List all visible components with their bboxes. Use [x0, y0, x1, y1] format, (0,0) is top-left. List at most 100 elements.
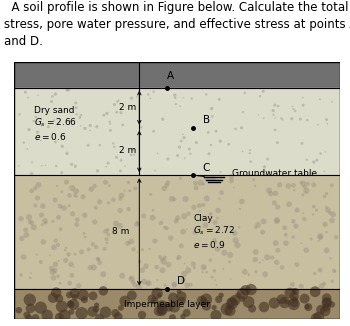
- Point: [321, 281, 327, 286]
- Point: [290, 104, 295, 109]
- Point: [273, 191, 278, 196]
- Point: [173, 95, 178, 100]
- Point: [303, 189, 308, 195]
- Point: [274, 260, 279, 265]
- Point: [57, 281, 63, 286]
- Point: [228, 252, 233, 258]
- Point: [186, 211, 191, 216]
- Point: [119, 273, 125, 278]
- Point: [57, 204, 63, 209]
- Point: [26, 127, 32, 132]
- Point: [131, 147, 136, 152]
- Point: [102, 246, 107, 251]
- Point: [115, 99, 120, 104]
- Point: [300, 102, 306, 108]
- Point: [222, 250, 227, 255]
- Point: [289, 282, 295, 287]
- Point: [16, 308, 22, 313]
- Point: [318, 151, 323, 156]
- Point: [212, 238, 217, 243]
- Point: [156, 292, 162, 298]
- Point: [217, 139, 223, 144]
- Point: [152, 298, 158, 303]
- Point: [279, 297, 285, 302]
- Point: [71, 265, 77, 270]
- Point: [93, 205, 98, 210]
- Point: [151, 129, 156, 134]
- Point: [111, 141, 116, 146]
- Point: [131, 247, 136, 252]
- Point: [140, 268, 145, 273]
- Point: [306, 304, 311, 310]
- Point: [139, 125, 144, 130]
- Point: [130, 279, 136, 285]
- Point: [197, 208, 202, 214]
- Point: [192, 230, 198, 235]
- Point: [17, 112, 22, 117]
- Point: [76, 283, 82, 289]
- Point: [212, 220, 218, 225]
- Point: [229, 174, 234, 180]
- Point: [266, 188, 272, 193]
- Point: [253, 225, 259, 230]
- Point: [161, 186, 167, 191]
- Point: [93, 244, 99, 250]
- Point: [239, 199, 245, 204]
- Text: 2 m: 2 m: [119, 103, 136, 112]
- Point: [188, 282, 194, 287]
- Point: [229, 300, 234, 305]
- Point: [21, 140, 27, 145]
- Point: [141, 213, 147, 218]
- Point: [118, 305, 124, 310]
- Point: [329, 99, 335, 104]
- Point: [253, 269, 259, 274]
- Point: [174, 218, 179, 224]
- Point: [133, 185, 138, 191]
- Point: [210, 114, 215, 119]
- Point: [127, 188, 133, 193]
- Point: [240, 110, 246, 115]
- Point: [73, 100, 78, 106]
- Point: [179, 298, 184, 304]
- Point: [82, 297, 87, 302]
- Point: [54, 183, 60, 188]
- Point: [291, 300, 297, 305]
- Point: [119, 193, 125, 198]
- Point: [292, 187, 297, 193]
- Point: [55, 242, 61, 247]
- Point: [215, 215, 220, 221]
- Point: [272, 115, 278, 121]
- Point: [172, 304, 177, 309]
- Point: [292, 297, 298, 302]
- Point: [128, 275, 134, 281]
- Text: Clay
$G_s=2.72$
$e=0.9$: Clay $G_s=2.72$ $e=0.9$: [193, 214, 235, 250]
- Point: [152, 168, 158, 173]
- Point: [63, 245, 69, 250]
- Point: [286, 183, 291, 188]
- Point: [262, 272, 268, 277]
- Point: [78, 113, 84, 118]
- Point: [275, 248, 281, 253]
- Point: [31, 118, 36, 124]
- Point: [56, 215, 61, 220]
- Point: [173, 101, 178, 107]
- Point: [272, 127, 278, 133]
- Point: [69, 185, 75, 191]
- Point: [316, 315, 321, 320]
- Point: [239, 125, 244, 130]
- Point: [149, 296, 155, 302]
- Point: [162, 225, 168, 230]
- Point: [301, 181, 306, 186]
- Point: [33, 114, 38, 119]
- Point: [308, 170, 314, 176]
- Point: [256, 112, 261, 117]
- Point: [126, 180, 131, 185]
- Point: [216, 297, 222, 302]
- Point: [329, 183, 335, 188]
- Point: [176, 255, 182, 260]
- Point: [103, 180, 108, 185]
- Point: [147, 246, 152, 252]
- Point: [203, 223, 208, 228]
- Point: [329, 279, 335, 284]
- Point: [302, 296, 307, 301]
